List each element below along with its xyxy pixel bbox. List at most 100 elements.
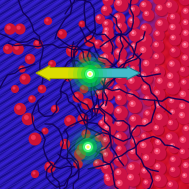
Circle shape [29, 132, 41, 146]
Circle shape [180, 0, 189, 6]
Circle shape [157, 115, 160, 118]
Circle shape [81, 129, 91, 139]
Circle shape [155, 55, 157, 57]
Circle shape [184, 163, 187, 166]
Circle shape [129, 55, 141, 67]
Circle shape [117, 50, 119, 53]
Circle shape [156, 103, 161, 108]
Circle shape [84, 68, 96, 80]
Circle shape [95, 41, 99, 45]
Circle shape [66, 117, 71, 122]
Circle shape [30, 97, 33, 99]
Circle shape [153, 67, 166, 79]
Circle shape [154, 163, 167, 176]
Circle shape [141, 37, 144, 40]
Circle shape [171, 15, 173, 17]
Circle shape [119, 38, 121, 40]
Circle shape [129, 175, 132, 178]
Circle shape [114, 13, 126, 26]
Circle shape [92, 105, 101, 114]
Circle shape [88, 73, 91, 75]
Circle shape [139, 35, 153, 49]
Circle shape [98, 54, 108, 64]
Circle shape [158, 6, 160, 8]
Circle shape [95, 67, 96, 68]
Circle shape [104, 175, 115, 186]
Circle shape [165, 1, 179, 15]
Circle shape [115, 168, 128, 182]
Circle shape [179, 148, 189, 160]
Circle shape [22, 113, 34, 125]
Circle shape [80, 85, 88, 93]
Circle shape [167, 81, 181, 96]
Circle shape [14, 45, 19, 50]
Circle shape [171, 110, 173, 112]
Circle shape [114, 105, 128, 120]
Circle shape [182, 19, 189, 31]
Circle shape [184, 9, 186, 12]
Circle shape [68, 52, 112, 96]
Circle shape [94, 160, 99, 165]
Circle shape [146, 97, 148, 99]
Circle shape [68, 47, 73, 52]
Circle shape [117, 121, 120, 124]
Circle shape [169, 24, 176, 30]
Circle shape [132, 128, 134, 130]
Circle shape [101, 66, 114, 79]
Circle shape [127, 173, 141, 188]
Circle shape [168, 141, 180, 153]
Circle shape [102, 163, 108, 169]
Circle shape [105, 174, 109, 178]
Circle shape [143, 169, 145, 171]
Circle shape [118, 59, 129, 70]
Circle shape [169, 165, 180, 177]
Circle shape [141, 25, 147, 30]
Circle shape [99, 120, 104, 125]
Circle shape [60, 139, 70, 149]
Circle shape [169, 98, 174, 103]
Circle shape [140, 166, 153, 179]
Circle shape [35, 41, 39, 45]
Circle shape [117, 23, 122, 28]
Circle shape [181, 150, 183, 152]
Circle shape [81, 86, 84, 90]
Circle shape [127, 0, 140, 5]
Circle shape [182, 81, 184, 83]
Circle shape [115, 144, 126, 156]
Circle shape [79, 146, 83, 150]
Circle shape [182, 29, 189, 43]
Circle shape [96, 15, 106, 25]
Circle shape [104, 173, 112, 181]
Circle shape [167, 73, 173, 79]
Circle shape [116, 95, 122, 100]
Circle shape [140, 72, 146, 79]
Circle shape [126, 90, 139, 102]
Circle shape [180, 78, 189, 90]
Circle shape [181, 138, 184, 141]
Circle shape [171, 25, 173, 28]
Circle shape [103, 0, 114, 7]
Circle shape [165, 133, 180, 147]
Circle shape [102, 6, 107, 11]
Circle shape [127, 76, 142, 91]
Circle shape [153, 53, 159, 59]
Circle shape [102, 122, 116, 137]
Circle shape [144, 95, 155, 107]
Circle shape [140, 35, 146, 42]
Circle shape [99, 101, 114, 116]
Circle shape [93, 159, 103, 169]
Circle shape [169, 46, 180, 57]
Circle shape [170, 48, 176, 53]
Circle shape [116, 73, 129, 86]
Circle shape [145, 61, 147, 64]
Circle shape [84, 68, 96, 80]
Circle shape [166, 180, 178, 189]
Circle shape [43, 129, 46, 132]
Circle shape [182, 173, 187, 178]
Circle shape [99, 55, 109, 65]
Circle shape [59, 31, 63, 35]
Circle shape [25, 54, 35, 64]
Circle shape [85, 144, 91, 150]
Circle shape [145, 181, 146, 183]
Circle shape [76, 150, 81, 155]
